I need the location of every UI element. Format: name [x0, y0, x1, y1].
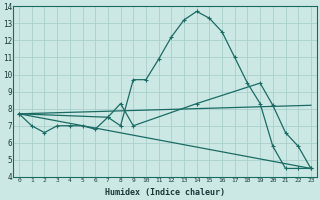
X-axis label: Humidex (Indice chaleur): Humidex (Indice chaleur)	[105, 188, 225, 197]
